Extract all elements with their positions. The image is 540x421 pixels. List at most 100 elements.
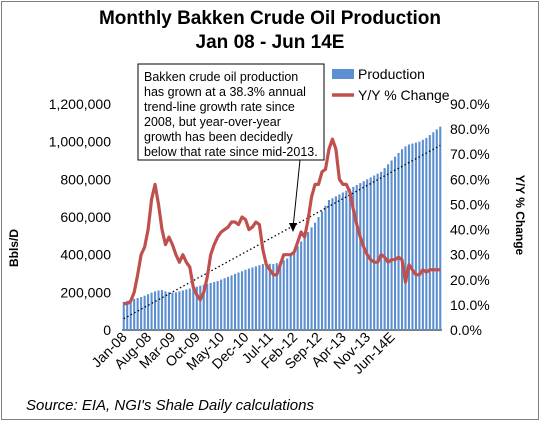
production-bar: [394, 156, 397, 330]
production-bar: [140, 297, 143, 330]
yoy-line-path: [123, 137, 441, 306]
annotation-rect: [137, 63, 325, 161]
production-bar: [338, 194, 341, 330]
production-bar: [293, 250, 296, 330]
production-bar: [334, 196, 337, 330]
production-bar: [122, 301, 125, 330]
annotation-pointer: [292, 159, 301, 229]
production-bar: [345, 190, 348, 330]
production-bar: [387, 164, 390, 330]
y-tick-label: 0: [103, 322, 111, 338]
production-bar: [133, 298, 136, 330]
production-bar: [289, 254, 292, 330]
production-bar: [303, 236, 306, 330]
production-bar: [220, 279, 223, 330]
production-bar: [355, 184, 358, 330]
production-bar: [164, 291, 167, 330]
production-bar: [126, 300, 129, 330]
production-bar: [178, 291, 181, 330]
production-bar: [411, 143, 414, 330]
chart-subtitle: Jan 08 - Jun 14E: [196, 32, 345, 53]
legend-production-label: Production: [358, 66, 425, 82]
production-bar: [167, 292, 170, 330]
production-bar: [428, 135, 431, 330]
y2-tick-label: 0.0%: [450, 322, 482, 338]
production-bar: [216, 281, 219, 330]
production-bar: [317, 217, 320, 330]
production-bar: [362, 181, 365, 330]
production-bar: [265, 263, 268, 330]
production-bar: [174, 292, 177, 330]
production-bar: [359, 183, 362, 330]
production-bar: [247, 268, 250, 330]
production-bar: [143, 295, 146, 330]
production-bar: [324, 205, 327, 330]
production-bar: [136, 297, 139, 330]
production-bar: [369, 177, 372, 330]
production-bar: [234, 273, 237, 330]
trend-line-path: [123, 144, 441, 320]
production-bar: [195, 286, 198, 330]
y2-tick-label: 80.0%: [450, 121, 490, 137]
production-bar: [300, 241, 303, 330]
production-bar: [240, 271, 244, 330]
production-bar: [209, 282, 212, 330]
x-axis-ticks: Jan-08Aug-08Mar-09Oct-09May-10Dec-10Jul-…: [88, 329, 397, 377]
annotation-line: below that rate since mid-2013.: [144, 145, 318, 159]
production-bar: [390, 160, 393, 330]
production-bar: [296, 246, 299, 330]
legend: Production Y/Y % Change: [332, 66, 450, 103]
production-bar: [181, 290, 184, 330]
production-bar: [251, 267, 254, 330]
chart-title: Monthly Bakken Crude Oil Production: [99, 8, 441, 29]
trend-line: [123, 144, 441, 320]
y2-axis-label: Y/Y % Change: [513, 175, 527, 256]
y2-tick-label: 30.0%: [450, 247, 490, 263]
production-bar: [237, 272, 240, 330]
annotation-line: Bakken crude oil production: [144, 70, 298, 84]
production-bar: [435, 129, 438, 330]
production-bar: [380, 171, 383, 330]
production-bar: [244, 269, 247, 330]
production-bar: [199, 285, 202, 330]
production-bar: [314, 222, 317, 330]
production-bar: [400, 149, 404, 330]
annotation-line: 2008, but year-over-year: [144, 115, 281, 129]
production-bar: [279, 262, 282, 330]
production-bar: [418, 141, 421, 330]
production-bar: [185, 289, 188, 330]
y-axis-label: Bbls/D: [7, 229, 21, 267]
production-bar: [223, 278, 226, 330]
production-bar: [227, 276, 230, 330]
production-bar: [275, 263, 278, 330]
production-bar: [157, 290, 160, 330]
production-bar: [407, 144, 410, 330]
right-axis-ticks: 0.0% 10.0% 20.0% 30.0% 40.0% 50.0% 60.0% 70.0% 8…: [450, 96, 490, 338]
production-bar: [282, 260, 285, 330]
production-bar: [421, 139, 424, 330]
y-tick-label: 400,000: [60, 247, 111, 263]
y2-tick-label: 90.0%: [450, 96, 490, 112]
production-bar: [310, 227, 313, 330]
production-bar: [425, 137, 428, 330]
annotation-line: trend-line growth rate since: [144, 100, 295, 114]
production-bar: [147, 294, 150, 330]
production-bar: [160, 290, 164, 330]
production-bar: [383, 168, 386, 330]
y2-tick-label: 60.0%: [450, 171, 490, 187]
production-bar: [206, 283, 209, 330]
annotation-box: Bakken crude oil production has grown at…: [137, 63, 325, 232]
production-bar: [154, 291, 157, 330]
yoy-line: [123, 137, 441, 306]
production-bar: [261, 264, 264, 330]
production-bar: [376, 173, 379, 330]
y2-tick-label: 50.0%: [450, 196, 490, 212]
legend-production-swatch: [332, 69, 354, 79]
y2-tick-label: 20.0%: [450, 272, 490, 288]
production-bar: [439, 126, 442, 330]
production-bar: [348, 188, 351, 330]
production-bar: [373, 175, 376, 330]
y-tick-label: 800,000: [60, 171, 111, 187]
production-bar: [150, 292, 153, 330]
